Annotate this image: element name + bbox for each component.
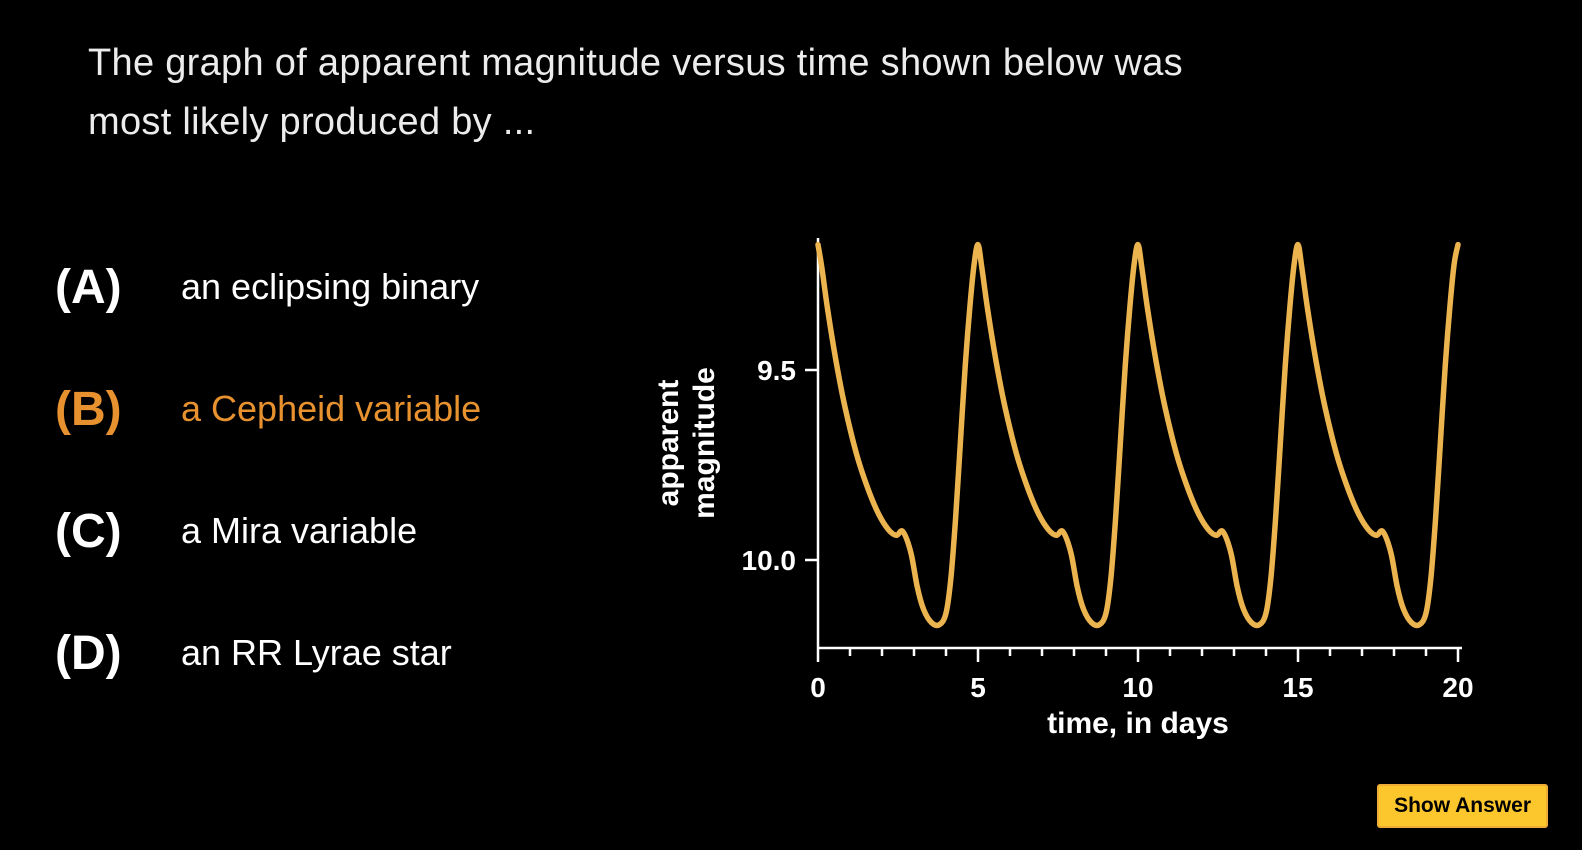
question-line-1: The graph of apparent magnitude versus t…: [88, 42, 1183, 84]
option-c-letter: (C): [55, 504, 122, 558]
y-tick-label: 9.5: [757, 355, 796, 386]
option-b[interactable]: (B) a Cepheid variable: [55, 348, 481, 470]
answer-options: (A) an eclipsing binary (B) a Cepheid va…: [55, 226, 481, 714]
option-a-label: an eclipsing binary: [181, 266, 480, 307]
question-line-2: most likely produced by ...: [88, 100, 536, 143]
x-tick-label: 10: [1122, 672, 1153, 703]
x-tick-label: 20: [1442, 672, 1473, 703]
x-tick-label: 0: [810, 672, 826, 703]
x-tick-label: 5: [970, 672, 986, 703]
option-b-letter: (B): [55, 382, 122, 436]
show-answer-button[interactable]: Show Answer: [1377, 784, 1548, 828]
question-text: The graph of apparent magnitude versus t…: [88, 34, 1183, 152]
y-axis-title-line2: magnitude: [688, 367, 721, 519]
y-axis-title-line1: apparent: [652, 380, 685, 507]
light-curve: [815, 241, 1461, 629]
option-b-label: a Cepheid variable: [181, 388, 482, 429]
y-tick-label: 10.0: [742, 545, 797, 576]
option-d-label: an RR Lyrae star: [181, 632, 452, 673]
option-c-label: a Mira variable: [181, 510, 418, 551]
option-d[interactable]: (D) an RR Lyrae star: [55, 592, 481, 714]
option-c[interactable]: (C) a Mira variable: [55, 470, 481, 592]
x-axis-title: time, in days: [1047, 707, 1229, 740]
option-a-letter: (A): [55, 260, 122, 314]
option-d-letter: (D): [55, 626, 122, 680]
option-a[interactable]: (A) an eclipsing binary: [55, 226, 481, 348]
x-tick-label: 15: [1282, 672, 1313, 703]
